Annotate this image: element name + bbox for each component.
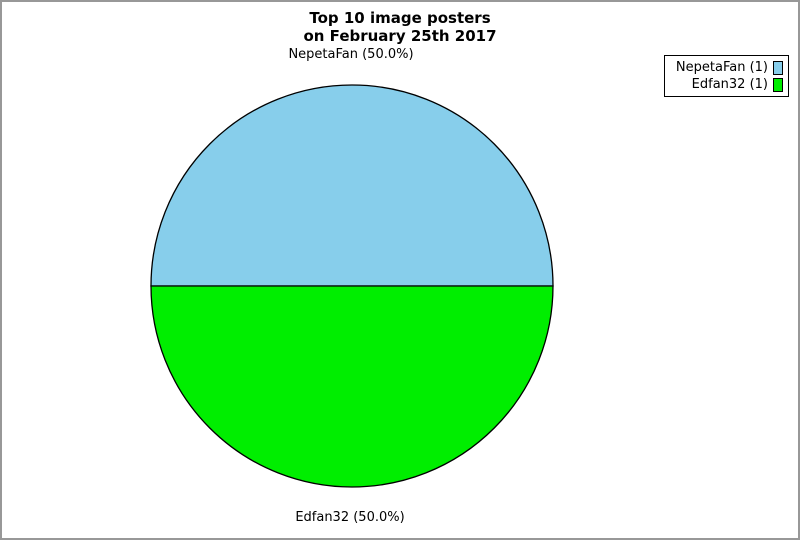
legend-swatch-icon: [773, 60, 783, 75]
legend-label: NepetaFan (1): [675, 60, 768, 75]
pie-slice: [150, 84, 554, 287]
chart-title: Top 10 image posters on February 25th 20…: [2, 9, 798, 45]
legend-box: NepetaFan (1) Edfan32 (1): [664, 55, 789, 97]
legend-swatch-icon: [773, 77, 783, 92]
legend-row: NepetaFan (1): [671, 59, 783, 76]
chart-title-line-1: Top 10 image posters: [309, 9, 491, 27]
pie-slice: [150, 285, 554, 488]
slice-callout-nepetafan: NepetaFan (50.0%): [288, 47, 414, 62]
legend-row: Edfan32 (1): [671, 76, 783, 93]
legend-label: Edfan32 (1): [691, 77, 768, 92]
chart-title-line-2: on February 25th 2017: [303, 27, 497, 45]
slice-callout-edfan32: Edfan32 (50.0%): [295, 510, 405, 525]
